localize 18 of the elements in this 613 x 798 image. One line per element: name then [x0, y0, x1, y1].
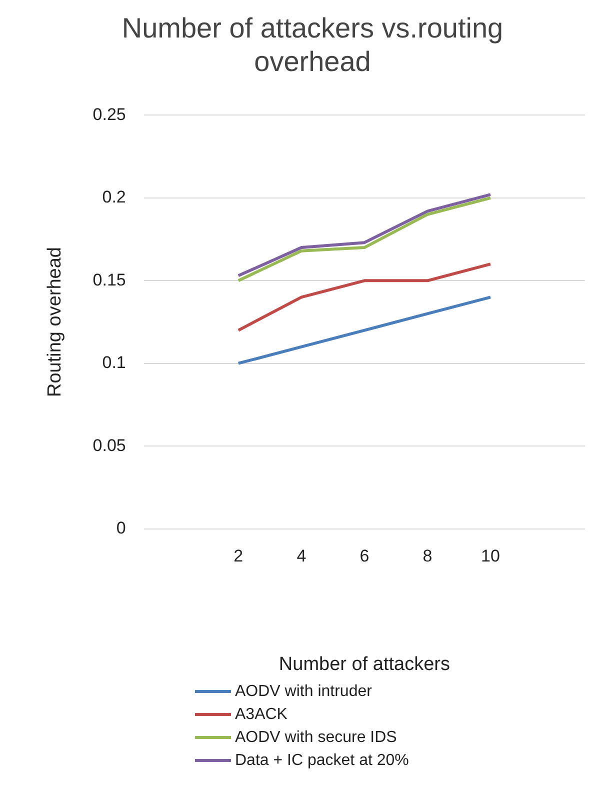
- y-tick-label: 0.2: [102, 188, 126, 207]
- chart-title: Number of attackers vs.routing overhead: [122, 12, 504, 78]
- y-tick-label: 0.1: [102, 353, 126, 372]
- legend-label: AODV with intruder: [235, 682, 372, 700]
- legend-label: Data + IC packet at 20%: [235, 752, 409, 770]
- y-tick-label: 0.15: [92, 270, 126, 290]
- x-tick-label: 4: [296, 546, 306, 566]
- y-axis-title: Routing overhead: [44, 247, 66, 397]
- y-tick-label: 0.05: [92, 436, 126, 455]
- legend-label: AODV with secure IDS: [235, 728, 397, 746]
- x-tick-label: 2: [234, 546, 244, 566]
- legend-label: A3ACK: [235, 706, 288, 724]
- y-tick-label: 0.25: [92, 104, 126, 124]
- x-tick-label: 8: [422, 546, 432, 566]
- y-tick-label: 0: [116, 518, 126, 538]
- x-tick-label: 6: [360, 546, 370, 566]
- x-tick-label: 10: [481, 546, 500, 566]
- x-axis-title: Number of attackers: [278, 654, 450, 675]
